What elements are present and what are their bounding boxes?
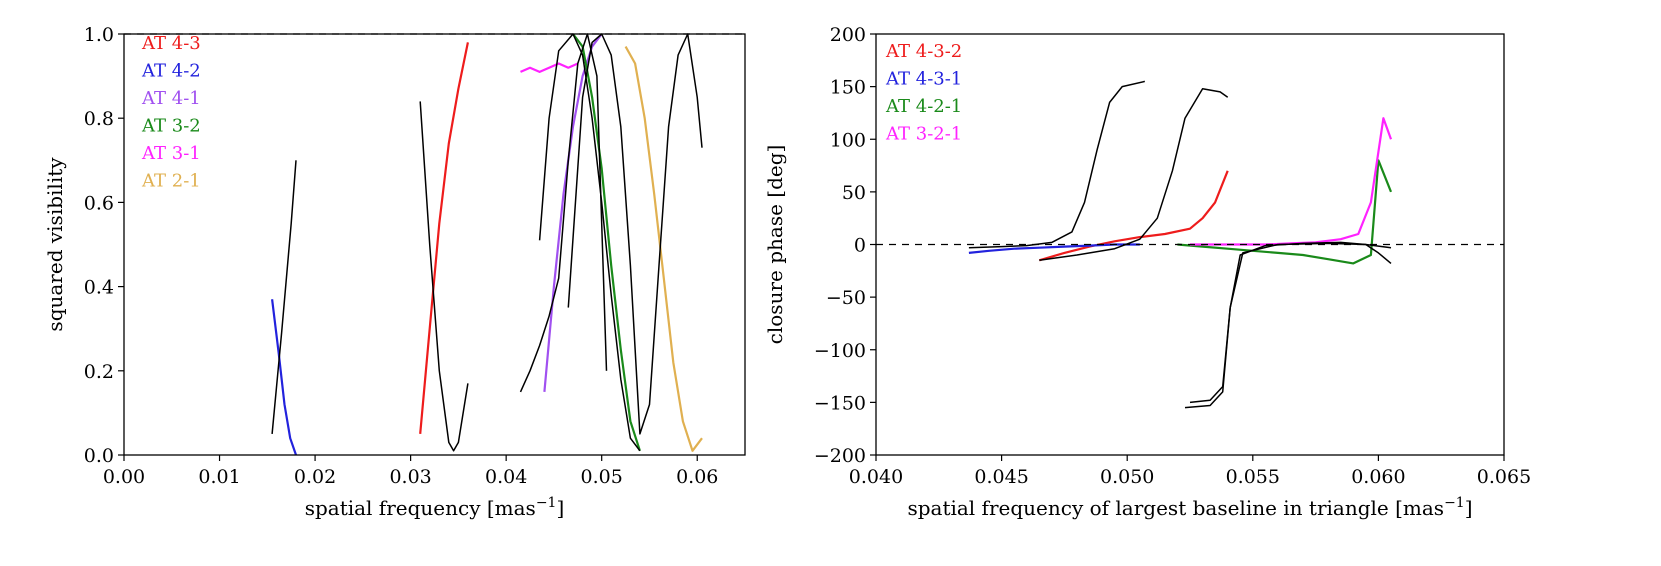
closure-phase-model-3-2-1 <box>1184 242 1392 409</box>
visibility-model-4-1 <box>519 33 608 393</box>
visibility-series-at-4-2 <box>271 299 298 456</box>
visibility-y-tick-label: 0.0 <box>84 445 114 467</box>
closure-phase-x-tick-label: 0.050 <box>1100 466 1154 488</box>
closure-phase-model-4-3-1 <box>968 80 1145 249</box>
visibility-x-tick-label: 0.03 <box>389 466 431 488</box>
closure-phase-legend-at-4-3-2: AT 4-3-2 <box>885 41 962 62</box>
visibility-x-tick-label: 0.02 <box>294 466 336 488</box>
visibility-data-series <box>271 33 703 456</box>
visibility-legend-at-3-2: AT 3-2 <box>141 116 201 137</box>
visibility-x-tick-label: 0.00 <box>103 466 145 488</box>
visibility-legend-at-3-1: AT 3-1 <box>141 143 201 164</box>
visibility-axis-ticks: 0.00 0.01 0.02 0.03 0.04 0.05 0.06 0.0 0.2 0.4 0.6… <box>84 24 719 488</box>
closure-phase-series-at-4-2-1 <box>1177 159 1393 265</box>
closure-phase-legend-at-4-3-1: AT 4-3-1 <box>885 69 962 90</box>
visibility-legend-at-4-2: AT 4-2 <box>141 61 201 82</box>
visibility-series-at-3-2 <box>572 33 641 452</box>
visibility-x-tick-label: 0.05 <box>581 466 623 488</box>
closure-phase-y-tick-label: −100 <box>814 340 866 362</box>
closure-phase-x-axis-label: spatial frequency of largest baseline in… <box>907 495 1472 520</box>
visibility-y-axis-label: squared visibility <box>43 157 67 332</box>
visibility-series-at-3-1 <box>520 62 579 74</box>
visibility-plot-frame <box>123 33 746 456</box>
visibility-x-axis-label: spatial frequency [mas−1] <box>305 495 565 520</box>
visibility-model-4-3 <box>419 101 469 452</box>
closure-phase-x-tick-label: 0.045 <box>974 466 1028 488</box>
closure-phase-y-tick-label: 50 <box>842 182 866 204</box>
visibility-legend: AT 4-3 AT 4-2 AT 4-1 AT 3-2 AT 3-1 AT 2-1 <box>141 33 201 192</box>
closure-phase-y-axis-label: closure phase [deg] <box>763 145 787 345</box>
visibility-chart: 0.00 0.01 0.02 0.03 0.04 0.05 0.06 0.0 0.2 0.4 0.6… <box>43 24 746 520</box>
visibility-legend-at-2-1: AT 2-1 <box>141 171 201 192</box>
visibility-y-tick-label: 0.6 <box>84 192 114 214</box>
visibility-x-tick-label: 0.01 <box>198 466 240 488</box>
visibility-series-at-2-1 <box>624 46 703 452</box>
visibility-x-tick-label: 0.04 <box>485 466 527 488</box>
closure-phase-y-tick-label: 0 <box>854 235 866 257</box>
closure-phase-model-4-3-2 <box>1039 87 1229 262</box>
visibility-y-tick-label: 0.2 <box>84 361 114 383</box>
closure-phase-model-4-2-1 <box>1189 241 1392 404</box>
closure-phase-y-tick-label: −150 <box>814 392 866 414</box>
visibility-legend-at-4-1: AT 4-1 <box>141 88 201 109</box>
visibility-y-tick-label: 1.0 <box>84 24 114 46</box>
closure-phase-y-tick-label: 100 <box>830 129 866 151</box>
visibility-model-4-2 <box>271 160 297 434</box>
closure-phase-x-tick-label: 0.040 <box>849 466 903 488</box>
closure-phase-x-tick-label: 0.065 <box>1477 466 1531 488</box>
closure-phase-series-at-4-3-2 <box>1038 170 1229 262</box>
closure-phase-x-tick-label: 0.055 <box>1226 466 1280 488</box>
closure-phase-series-at-3-2-1 <box>1190 117 1393 246</box>
visibility-model-curves <box>271 33 703 452</box>
visibility-legend-at-4-3: AT 4-3 <box>141 33 201 54</box>
closure-phase-chart: 0.040 0.045 0.050 0.055 0.060 0.065 −200 −150 −1… <box>763 24 1531 520</box>
closure-phase-model-curves <box>968 80 1392 409</box>
closure-phase-y-tick-label: 150 <box>830 77 866 99</box>
closure-phase-y-tick-label: 200 <box>830 24 866 46</box>
closure-phase-x-tick-label: 0.060 <box>1351 466 1405 488</box>
visibility-series-at-4-3 <box>419 42 469 434</box>
visibility-y-tick-label: 0.8 <box>84 108 114 130</box>
closure-phase-legend-at-4-2-1: AT 4-2-1 <box>885 96 962 117</box>
visibility-x-tick-label: 0.06 <box>676 466 718 488</box>
closure-phase-y-tick-label: −200 <box>814 445 866 467</box>
closure-phase-legend: AT 4-3-2 AT 4-3-1 AT 4-2-1 AT 3-2-1 <box>885 41 962 145</box>
visibility-y-tick-label: 0.4 <box>84 277 114 299</box>
closure-phase-legend-at-3-2-1: AT 3-2-1 <box>885 124 962 145</box>
visibility-model-2-1 <box>567 33 703 435</box>
closure-phase-axis-ticks: 0.040 0.045 0.050 0.055 0.060 0.065 −200 −150 −1… <box>814 24 1531 488</box>
closure-phase-y-tick-label: −50 <box>826 287 866 309</box>
visibility-model-3-2 <box>538 33 641 452</box>
